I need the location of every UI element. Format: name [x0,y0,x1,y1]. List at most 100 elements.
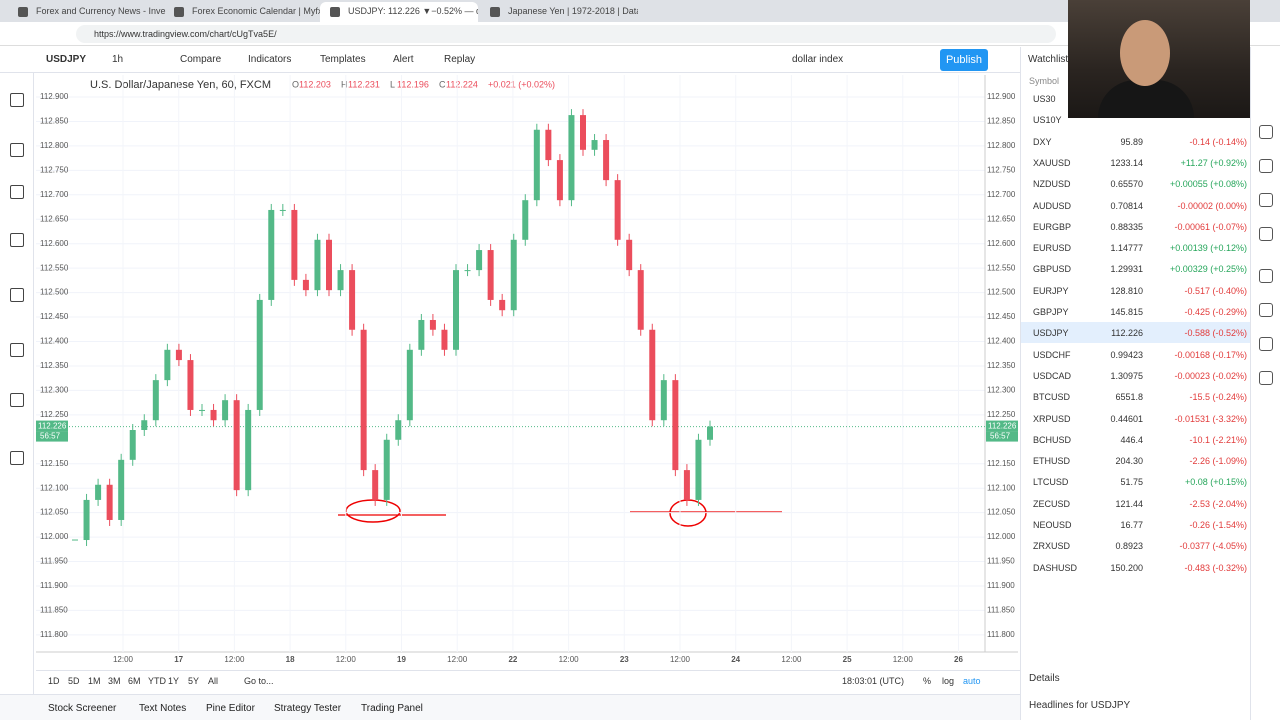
symbol[interactable]: USDJPY [46,54,87,65]
candle [152,380,159,421]
tool[interactable] [10,185,24,199]
icon[interactable] [1259,227,1273,241]
publish-button[interactable]: Publish [940,49,988,71]
watchlist-row[interactable]: US30 [1021,88,1251,109]
watchlist-title[interactable]: Watchlist [1028,54,1069,65]
tab[interactable]: Forex and Currency News - Inve... [8,2,166,22]
watchlist-row[interactable]: NZDUSD 0.65570 +0.00055 (+0.08%) [1021,173,1251,194]
search[interactable]: dollar index [792,54,844,65]
candle [649,329,656,421]
range-button[interactable]: 1M [88,676,101,686]
watchlist-row[interactable]: EURGBP 0.88335 -0.00061 (-0.07%) [1021,216,1251,237]
icon[interactable] [1259,125,1273,139]
last: 0.44601 [1110,413,1143,424]
watchlist-row[interactable]: XAUUSD 1233.14 +11.27 (+0.92%) [1021,152,1251,173]
icon[interactable] [1259,193,1273,207]
range-bar: 1D 5D 1M 3M 6M YTD 1Y 5Y All Go to... 18:03:01 (UT… [36,670,1020,690]
tab[interactable]: Forex Economic Calendar | Myfxb... [164,2,322,22]
change: +0.08 (+0.15%) [1184,477,1247,488]
tool[interactable] [10,93,24,107]
watchlist-row[interactable]: DXY 95.89 -0.14 (-0.14%) [1021,131,1251,152]
scale-button[interactable]: % [923,676,932,686]
watchlist-row[interactable]: LTCUSD 51.75 +0.08 (+0.15%) [1021,471,1251,492]
watchlist-row[interactable]: EURJPY 128.810 -0.517 (-0.40%) [1021,280,1251,301]
tool[interactable] [10,288,24,302]
watchlist-row[interactable]: DASHUSD 150.200 -0.483 (-0.32%) [1021,557,1251,578]
panel-tab[interactable]: Trading Panel [361,703,423,714]
tool[interactable] [10,143,24,157]
x-tick-label: 12:00 [559,655,580,664]
watchlist-row[interactable]: BCHUSD 446.4 -10.1 (-2.21%) [1021,429,1251,450]
last: 0.99423 [1110,349,1143,360]
watchlist-row[interactable]: USDCHF 0.99423 -0.00168 (-0.17%) [1021,344,1251,365]
range-button[interactable]: 6M [128,676,141,686]
panel-tab[interactable]: Strategy Tester [274,703,342,714]
tool[interactable] [10,343,24,357]
tool[interactable] [10,393,24,407]
candle [499,299,506,311]
watchlist-row[interactable]: USDJPY 112.226 -0.588 (-0.52%) [1021,322,1251,344]
y-tick-label: 112.550 [987,263,1016,272]
range-button[interactable]: 5Y [188,676,200,686]
watchlist-row[interactable]: AUDUSD 0.70814 -0.00002 (0.00%) [1021,195,1251,216]
headlines[interactable]: Headlines for USDJPY [1029,700,1131,711]
watchlist-row[interactable]: ETHUSD 204.30 -2.26 (-1.09%) [1021,450,1251,471]
icon[interactable] [1259,337,1273,351]
candle [199,409,205,411]
change: -2.53 (-2.04%) [1189,498,1247,509]
y-tick-label: 111.800 [40,630,68,639]
watchlist-row[interactable]: ZRXUSD 0.8923 -0.0377 (-4.05%) [1021,535,1251,556]
watchlist-row[interactable]: GBPJPY 145.815 -0.425 (-0.29%) [1021,301,1251,322]
range-button[interactable]: 1D [48,676,60,686]
tool[interactable] [10,233,24,247]
y-tick-label: 111.900 [987,581,1015,590]
range-button[interactable]: YTD [148,676,166,686]
panel-tab[interactable]: Text Notes [139,703,187,714]
interval[interactable]: 1h [112,54,124,65]
button[interactable]: Compare [180,54,222,65]
panel-tab[interactable]: Pine Editor [206,703,255,714]
watchlist-row[interactable]: ZECUSD 121.44 -2.53 (-2.04%) [1021,493,1251,514]
change: +11.27 (+0.92%) [1180,157,1247,168]
change: -0.01531 (-3.32%) [1174,413,1247,424]
button[interactable]: Templates [320,54,366,65]
range-button[interactable]: 1Y [168,676,180,686]
panel-tab[interactable]: Stock Screener [48,703,117,714]
watchlist-row[interactable]: GBPUSD 1.29931 +0.00329 (+0.25%) [1021,258,1251,279]
tab[interactable]: Japanese Yen | 1972-2018 | Data [480,2,638,22]
y-tick-label: 112.650 [987,214,1016,223]
icon[interactable] [1259,159,1273,173]
scale-button[interactable]: auto [963,676,981,686]
tab[interactable]: USDJPY: 112.226 ▼−0.52% — dolla... [320,2,478,22]
ohlc-value: 112.203 [299,79,331,89]
price-badge-label: 112.226 [988,422,1017,431]
url[interactable]: https://www.tradingview.com/chart/cUgTva… [76,25,1056,43]
candle [141,420,148,431]
last: 112.226 [1111,328,1143,339]
candle [106,484,113,520]
watchlist-row[interactable]: US10Y [1021,109,1251,130]
candle [406,349,413,421]
ohlc-legend: O 112.203 H 112.231 L 112.196 C 112.224 +0.021 (… [292,79,555,89]
button[interactable]: Alert [393,54,414,65]
icon[interactable] [1259,303,1273,317]
scale-button[interactable]: log [942,676,955,686]
y-tick-label: 112.000 [987,532,1016,541]
watchlist-row[interactable]: EURUSD 1.14777 +0.00139 (+0.12%) [1021,237,1251,258]
icon[interactable] [1259,371,1273,385]
button[interactable]: Indicators [248,54,292,65]
range-button[interactable]: 5D [68,676,80,686]
tool[interactable] [10,451,24,465]
range-button[interactable]: All [208,676,219,686]
watchlist-row[interactable]: NEOUSD 16.77 -0.26 (-1.54%) [1021,514,1251,535]
bottom-panel: Stock Screener Text Notes Pine Editor Strat… [0,694,1020,720]
range-button[interactable]: 3M [108,676,121,686]
icon[interactable] [1259,269,1273,283]
watchlist-row[interactable]: BTCUSD 6551.8 -15.5 (-0.24%) [1021,386,1251,407]
button[interactable]: Replay [444,54,476,65]
details[interactable]: Details [1029,673,1060,684]
watchlist-row[interactable]: XRPUSD 0.44601 -0.01531 (-3.32%) [1021,408,1251,429]
range-button[interactable]: Go to... [244,676,274,686]
watchlist-row[interactable]: USDCAD 1.30975 -0.00023 (-0.02%) [1021,365,1251,386]
